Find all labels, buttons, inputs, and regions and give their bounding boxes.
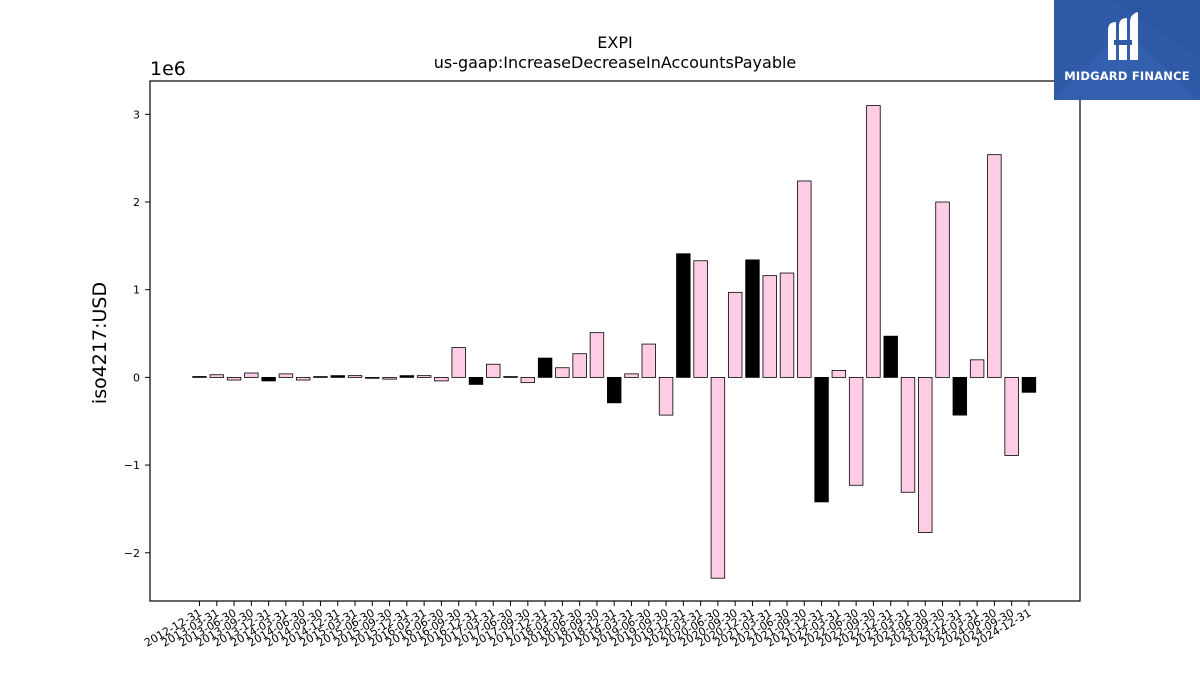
plot-area-frame (149, 80, 1081, 602)
bar-2021-12-31 (814, 376, 829, 503)
bar-2019-06-30 (641, 343, 656, 378)
y-tick-label: 2 (133, 196, 140, 209)
y-tick-label: −2 (124, 547, 140, 560)
bar-2019-03-31 (624, 373, 639, 378)
bar-2020-03-31 (693, 260, 708, 378)
y-scale-label: 1e6 (150, 58, 186, 80)
bar-2018-03-31 (555, 367, 570, 378)
y-tick-label: 1 (133, 284, 140, 297)
bar-2017-09-30 (520, 376, 536, 384)
bar-2016-03-31 (416, 375, 432, 378)
x-axis-ticks: 2012-12-312013-03-312013-06-302013-09-30… (142, 601, 1033, 650)
bar-2015-06-30 (365, 376, 380, 379)
bar-2015-09-30 (382, 376, 397, 380)
bar-2024-12-31 (1021, 376, 1037, 393)
bar-2023-06-30 (918, 376, 933, 534)
logo-text: MIDGARD FINANCE (1064, 69, 1190, 83)
bar-2016-09-30 (451, 347, 466, 378)
y-tick-label: −1 (124, 459, 140, 472)
bar-2013-03-31 (209, 374, 224, 378)
bar-2020-06-30 (710, 376, 726, 579)
bar-2014-03-31 (278, 373, 294, 378)
bar-2023-03-31 (900, 376, 916, 493)
bar-2017-03-31 (486, 363, 501, 378)
bar-2018-12-31 (607, 376, 622, 404)
bar-2014-12-31 (330, 375, 345, 378)
chart-subtitle: us-gaap:IncreaseDecreaseInAccountsPayabl… (434, 53, 797, 72)
bar-2021-03-31 (762, 275, 777, 378)
bar-2019-09-30 (658, 376, 674, 416)
chart-title: EXPI (597, 33, 632, 52)
bar-2013-12-31 (261, 376, 276, 382)
bar-2022-09-30 (866, 105, 881, 378)
bar-2014-09-30 (313, 376, 328, 378)
bar-2018-09-30 (589, 332, 605, 378)
bar-2021-06-30 (779, 272, 795, 378)
y-axis-ticks: −2 −1 0 1 2 3 (124, 108, 150, 560)
bar-2016-06-30 (434, 376, 449, 382)
bar-2021-09-30 (797, 180, 812, 378)
bar-2012-12-31 (192, 376, 207, 378)
bar-2024-09-30 (1004, 376, 1019, 456)
bar-2023-09-30 (935, 201, 950, 378)
bar-2015-03-31 (347, 375, 363, 378)
bar-2017-12-31 (537, 357, 553, 378)
brand-logo: MIDGARD FINANCE (1054, 0, 1200, 100)
y-axis-label: iso4217:USD (89, 282, 111, 404)
bar-2022-12-31 (883, 335, 898, 378)
bar-2020-12-31 (745, 259, 760, 378)
bars-group (192, 105, 1037, 579)
y-tick-label: 0 (133, 371, 140, 384)
bar-2022-06-30 (848, 376, 864, 486)
bar-2022-03-31 (831, 369, 847, 378)
bar-2014-06-30 (295, 376, 311, 381)
bar-2013-09-30 (244, 372, 259, 378)
bar-2015-12-31 (399, 375, 415, 378)
bar-2024-03-31 (969, 359, 985, 378)
bar-2017-06-30 (503, 376, 518, 378)
bar-2019-12-31 (676, 253, 691, 378)
bar-2023-12-31 (952, 376, 968, 416)
bar-2018-06-30 (572, 353, 587, 378)
bar-2024-06-30 (987, 154, 1002, 378)
bar-2020-09-30 (727, 291, 743, 378)
bar-2013-06-30 (226, 376, 242, 381)
midgard-logo-icon (1108, 12, 1138, 60)
y-tick-label: 3 (133, 108, 140, 121)
bar-2016-12-31 (468, 376, 484, 385)
